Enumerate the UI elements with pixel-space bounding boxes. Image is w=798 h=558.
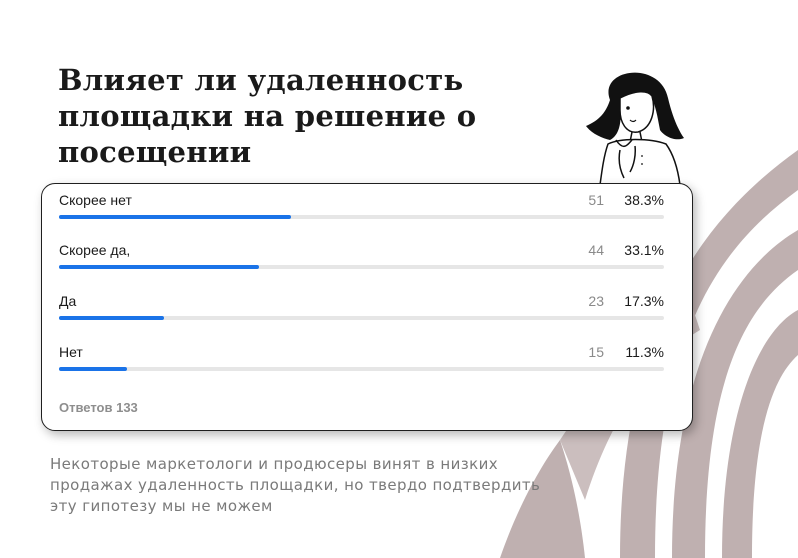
- vote-count: 15: [588, 344, 604, 360]
- poll-row: Нет 15 11.3%: [59, 336, 664, 376]
- option-label: Скорее да,: [59, 242, 131, 258]
- bar-fill: [59, 316, 164, 320]
- poll-results-card: Скорее нет 51 38.3% Скорее да, 44 33.1% …: [41, 183, 693, 431]
- vote-count: 51: [588, 192, 604, 208]
- poll-row: Скорее нет 51 38.3%: [59, 184, 664, 224]
- bar-track: [59, 367, 664, 371]
- bar-track: [59, 265, 664, 269]
- poll-row: Скорее да, 44 33.1%: [59, 234, 664, 274]
- option-label: Скорее нет: [59, 192, 132, 208]
- vote-count: 44: [588, 242, 604, 258]
- vote-percent: 17.3%: [624, 293, 664, 309]
- vote-percent: 38.3%: [624, 192, 664, 208]
- poll-row: Да 23 17.3%: [59, 285, 664, 325]
- bar-track: [59, 215, 664, 219]
- bar-fill: [59, 265, 260, 269]
- bar-track: [59, 316, 664, 320]
- thinking-woman-illustration-icon: [586, 72, 684, 185]
- option-label: Нет: [59, 344, 83, 360]
- bar-fill: [59, 367, 128, 371]
- vote-percent: 11.3%: [625, 344, 664, 360]
- bar-fill: [59, 215, 291, 219]
- total-answers: Ответов 133: [59, 400, 138, 415]
- page-title: Влияет ли удаленность площадки на решени…: [58, 63, 477, 169]
- vote-count: 23: [588, 293, 604, 309]
- caption-text: Некоторые маркетологи и продюсеры винят …: [50, 455, 541, 515]
- vote-percent: 33.1%: [624, 242, 664, 258]
- option-label: Да: [59, 293, 77, 309]
